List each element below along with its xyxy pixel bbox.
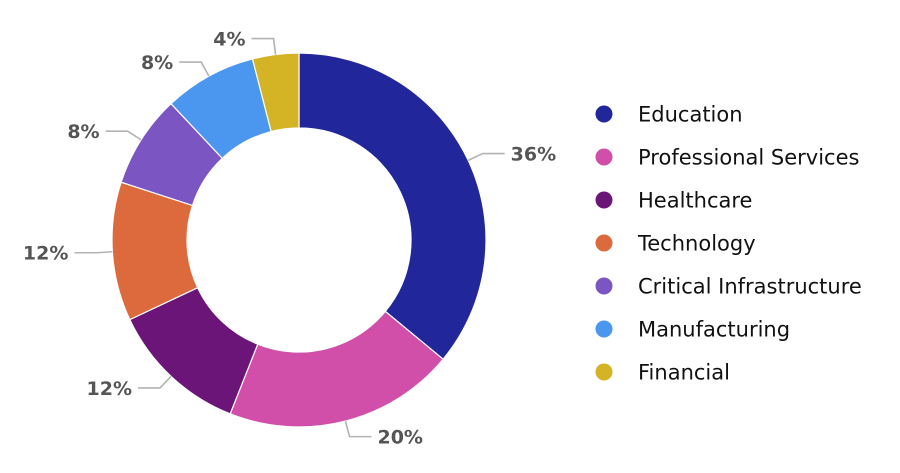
leader-line-professional-services (344, 420, 372, 438)
data-label-education: 36% (511, 144, 556, 166)
leader-line-financial (251, 37, 277, 55)
legend-marker-financial (595, 363, 613, 381)
legend-label-manufacturing: Manufacturing (638, 318, 790, 342)
data-label-financial: 4% (213, 29, 245, 51)
legend-marker-critical-infrastructure (595, 277, 613, 295)
legend-marker-professional-services (595, 148, 613, 166)
data-label-professional-services: 20% (377, 427, 422, 449)
chart-leader-lines (74, 37, 505, 438)
legend-label-critical-infrastructure: Critical Infrastructure (638, 275, 862, 299)
legend-marker-healthcare (595, 191, 613, 209)
slice-professional-services (229, 310, 444, 428)
data-label-critical-infrastructure: 8% (67, 121, 99, 143)
legend-marker-education (595, 105, 613, 123)
data-label-healthcare: 12% (87, 378, 132, 400)
data-label-manufacturing: 8% (141, 52, 173, 74)
chart-slices (111, 52, 487, 428)
leader-line-healthcare (138, 375, 172, 389)
leader-line-manufacturing (179, 61, 210, 77)
slice-financial (251, 52, 300, 133)
data-label-technology: 12% (23, 243, 68, 265)
legend-marker-technology (595, 234, 613, 252)
legend-label-financial: Financial (638, 361, 730, 385)
chart-legend: Education Professional Services Healthcare… (595, 103, 862, 385)
leader-line-technology (74, 250, 113, 254)
legend-label-healthcare: Healthcare (638, 189, 752, 213)
legend-label-education: Education (638, 103, 743, 127)
legend-marker-manufacturing (595, 320, 613, 338)
slice-education (298, 52, 487, 361)
legend-label-professional-services: Professional Services (638, 146, 859, 170)
chart-data-labels: 36% 20% 12% 12% 8% 8% 4% (23, 29, 556, 449)
leader-line-education (467, 152, 505, 162)
legend-label-technology: Technology (637, 232, 756, 256)
leader-line-critical-infrastructure (105, 130, 142, 141)
